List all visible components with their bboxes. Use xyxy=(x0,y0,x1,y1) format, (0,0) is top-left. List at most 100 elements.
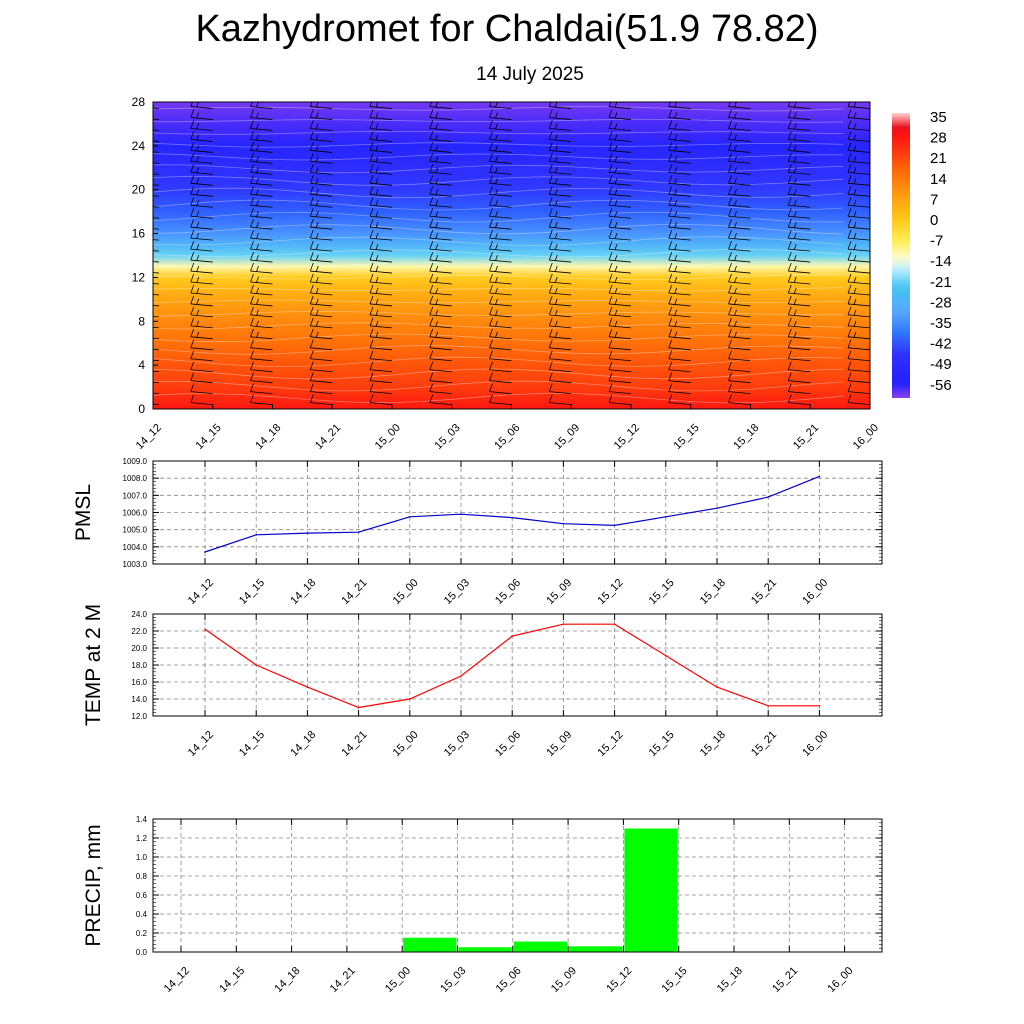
wind-barb xyxy=(847,161,870,164)
wind-barb xyxy=(369,215,393,219)
wind-barb-flag xyxy=(196,211,200,217)
wind-barb-flag xyxy=(674,134,678,141)
wind-barb xyxy=(788,139,811,142)
wind-barb-flag xyxy=(369,273,374,283)
wind-barb-flag xyxy=(196,287,200,294)
wind-barb-flag xyxy=(190,131,195,140)
wind-barb xyxy=(429,128,452,131)
wind-barb xyxy=(788,237,811,241)
wind-barb xyxy=(250,336,273,340)
wind-barb-flag xyxy=(196,200,200,206)
wind-barb-flag xyxy=(369,197,374,206)
wind-barb-flag xyxy=(143,113,145,119)
wind-barb xyxy=(429,369,452,373)
wind-barb xyxy=(668,292,691,296)
wind-barb-flag xyxy=(489,372,493,381)
wind-barb xyxy=(728,336,751,340)
wind-barb-flag xyxy=(614,211,618,217)
wind-barb-flag xyxy=(847,142,852,151)
wind-barb-flag xyxy=(787,306,792,316)
x-tick-label: 14_12 xyxy=(186,729,216,759)
wind-barb xyxy=(153,107,160,109)
wind-barb-flag xyxy=(315,276,319,283)
wind-barb-flag xyxy=(256,167,259,174)
wind-barb xyxy=(310,182,333,186)
wind-barb xyxy=(153,381,160,384)
wind-barb-flag xyxy=(608,208,613,217)
wind-barb-flag xyxy=(668,230,673,239)
wind-barb-flag xyxy=(495,123,498,130)
wind-barb xyxy=(153,326,160,329)
wind-barb-flag xyxy=(548,219,553,228)
wind-barb-flag xyxy=(554,145,558,152)
wind-barb-flag xyxy=(614,298,618,305)
wind-barb-flag xyxy=(548,240,553,250)
wind-barb xyxy=(549,117,572,120)
precip-bar xyxy=(513,941,568,952)
y-tick-label: 1009.0 xyxy=(123,457,148,466)
data-point xyxy=(255,534,257,536)
wind-barb-flag xyxy=(489,350,493,359)
wind-barb xyxy=(608,161,632,164)
x-tick-label: 16_00 xyxy=(825,965,855,995)
wind-barb-flag xyxy=(853,331,857,338)
wind-barb-flag xyxy=(734,320,737,327)
wind-barb xyxy=(429,193,452,197)
wind-barb xyxy=(608,325,632,329)
heatmap-y-tick-label: 28 xyxy=(132,95,146,109)
wind-barb xyxy=(608,150,632,153)
x-tick-label: 15_12 xyxy=(595,577,625,607)
wind-barb-flag xyxy=(787,394,792,403)
wind-barb-flag xyxy=(554,265,558,272)
wind-barb-flag xyxy=(489,339,493,348)
wind-barb xyxy=(668,128,691,131)
wind-barb-flag xyxy=(728,109,732,118)
wind-barb-flag xyxy=(728,240,732,250)
wind-barb-flag xyxy=(250,197,254,206)
wind-barb-flag xyxy=(196,156,200,163)
wind-barb-flag xyxy=(853,211,857,217)
wind-barb xyxy=(788,391,811,395)
wind-barb xyxy=(429,248,452,252)
wind-barb-flag xyxy=(489,328,493,337)
wind-barb-flag xyxy=(489,109,493,118)
data-point xyxy=(409,698,411,700)
wind-barb-flag xyxy=(250,251,254,261)
wind-barb xyxy=(608,281,632,285)
wind-barb-flag xyxy=(495,134,498,141)
wind-barb xyxy=(847,204,870,208)
y-tick-label: 1007.0 xyxy=(123,491,148,500)
wind-barb-flag xyxy=(369,230,374,239)
pmsl-panel: 1003.0 1004.0 1005.0 1006.0 1007.0 1008.0 1009… xyxy=(72,457,883,607)
wind-barb xyxy=(489,182,512,186)
wind-barb-flag xyxy=(196,243,200,250)
data-point xyxy=(767,496,769,498)
wind-barb-flag xyxy=(315,287,319,294)
wind-barb xyxy=(608,292,632,296)
wind-barb-flag xyxy=(793,178,797,184)
precip-bar xyxy=(403,937,457,952)
wind-barb-flag xyxy=(489,230,493,239)
heatmap-x-tick-label: 16_00 xyxy=(851,422,881,452)
heatmap-y-tick-label: 8 xyxy=(138,314,145,328)
wind-barb xyxy=(489,270,512,274)
wind-barb xyxy=(489,117,512,120)
wind-barb-flag xyxy=(548,273,553,283)
wind-barb-flag xyxy=(375,200,379,206)
wind-barb-flag xyxy=(728,262,732,272)
wind-barb-flag xyxy=(853,200,857,206)
wind-barb-flag xyxy=(256,189,259,195)
wind-barb-flag xyxy=(309,295,314,305)
wind-barb-flag xyxy=(847,219,852,228)
wind-barb-flag xyxy=(787,120,792,129)
wind-barb-flag xyxy=(137,153,140,161)
wind-barb xyxy=(847,292,870,296)
wind-barb xyxy=(608,237,632,241)
wind-barb-flag xyxy=(608,383,613,392)
wind-barb xyxy=(728,171,751,175)
wind-barb xyxy=(549,106,572,109)
wind-barb xyxy=(310,171,333,175)
wind-barb-flag xyxy=(196,134,200,141)
contour-line xyxy=(153,380,844,392)
wind-barb-flag xyxy=(548,175,553,184)
